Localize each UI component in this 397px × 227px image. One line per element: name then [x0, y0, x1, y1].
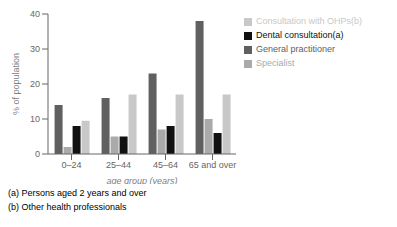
svg-text:0–24: 0–24: [61, 160, 81, 170]
html-text:Consultation with OHPs(b): Consultation with OHPs(b): [256, 16, 362, 26]
html-text:Dental consultation(a): Dental consultation(a): [256, 30, 344, 40]
svg-text:30: 30: [30, 44, 40, 54]
html-text:Specialist: Specialist: [256, 58, 295, 68]
svg-text:10: 10: [30, 114, 40, 124]
svg-text:age group (years): age group (years): [106, 176, 177, 184]
svg-text:25–44: 25–44: [106, 160, 131, 170]
svg-text:% of population: % of population: [11, 53, 21, 115]
svg-text:0: 0: [35, 149, 40, 159]
html-text:(a) Persons aged 2 years and o: (a) Persons aged 2 years and over: [8, 188, 147, 198]
svg-text:20: 20: [30, 79, 40, 89]
svg-text:45–64: 45–64: [153, 160, 178, 170]
svg-text:65 and over: 65 and over: [189, 160, 237, 170]
html-text:(b) Other health professionals: (b) Other health professionals: [8, 202, 127, 212]
svg-text:40: 40: [30, 9, 40, 19]
html-text:General practitioner: General practitioner: [256, 44, 335, 54]
